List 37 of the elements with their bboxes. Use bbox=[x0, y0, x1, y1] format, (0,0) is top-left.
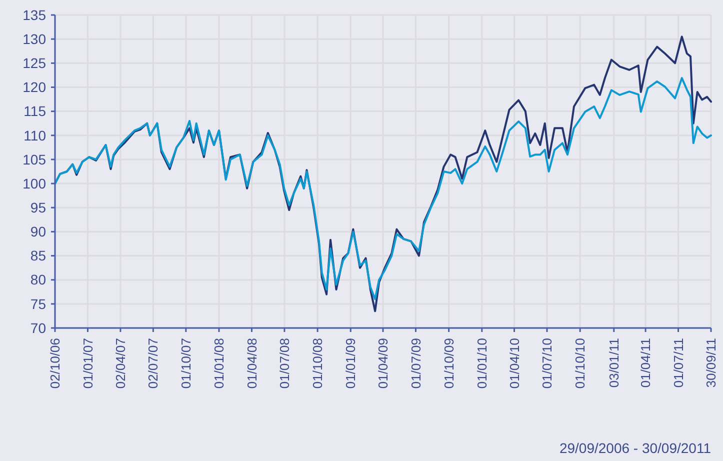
y-tick-label: 100 bbox=[22, 175, 46, 192]
x-tick-label: 01/01/10 bbox=[474, 338, 490, 389]
x-tick-label: 01/10/09 bbox=[441, 338, 456, 389]
x-tick-label: 01/10/10 bbox=[572, 338, 588, 389]
x-tick-label: 02/04/07 bbox=[113, 338, 128, 389]
y-tick-label: 80 bbox=[30, 272, 46, 288]
y-tick-label: 110 bbox=[24, 127, 46, 144]
x-tick-label: 01/01/07 bbox=[80, 338, 96, 389]
text: 29/09/2006 - 30/09/2011 bbox=[559, 440, 712, 456]
x-tick-label: 01/07/08 bbox=[277, 338, 292, 389]
x-tick-label: 03/01/11 bbox=[606, 338, 622, 388]
y-tick-label: 120 bbox=[22, 79, 46, 96]
line-series bbox=[54, 77, 712, 300]
x-tick-label: 30/09/11 bbox=[704, 338, 719, 388]
x-tick-label: 01/04/10 bbox=[506, 338, 522, 389]
y-tick-label: 130 bbox=[22, 30, 46, 47]
x-tick-label: 01/07/09 bbox=[408, 338, 424, 389]
x-tick-label: 01/10/07 bbox=[178, 338, 194, 389]
x-tick-label: 01/04/08 bbox=[244, 338, 260, 389]
y-tick-label: 95 bbox=[30, 200, 46, 216]
x-tick-label: 01/07/11 bbox=[670, 338, 686, 388]
y-tick-label: 85 bbox=[30, 248, 46, 264]
x-tick-label: 01/07/10 bbox=[540, 338, 555, 389]
x-tick-label: 01/04/09 bbox=[376, 338, 391, 389]
x-tick-label: 01/01/09 bbox=[343, 338, 358, 389]
y-tick-label: 105 bbox=[22, 151, 46, 168]
x-tick-label: 01/04/11 bbox=[638, 338, 654, 388]
y-tick-label: 135 bbox=[22, 6, 46, 23]
y-tick-label: 125 bbox=[22, 55, 46, 72]
y-tick-label: 115 bbox=[24, 103, 46, 120]
x-tick-label: 02/07/07 bbox=[146, 338, 161, 389]
y-tick-label: 75 bbox=[30, 296, 46, 312]
x-tick-label: 01/10/08 bbox=[310, 338, 326, 389]
y-tick-label: 90 bbox=[30, 224, 46, 240]
x-tick-label: 02/10/06 bbox=[48, 338, 63, 389]
y-tick-label: 70 bbox=[30, 320, 46, 336]
x-tick-label: 01/01/08 bbox=[212, 338, 227, 389]
